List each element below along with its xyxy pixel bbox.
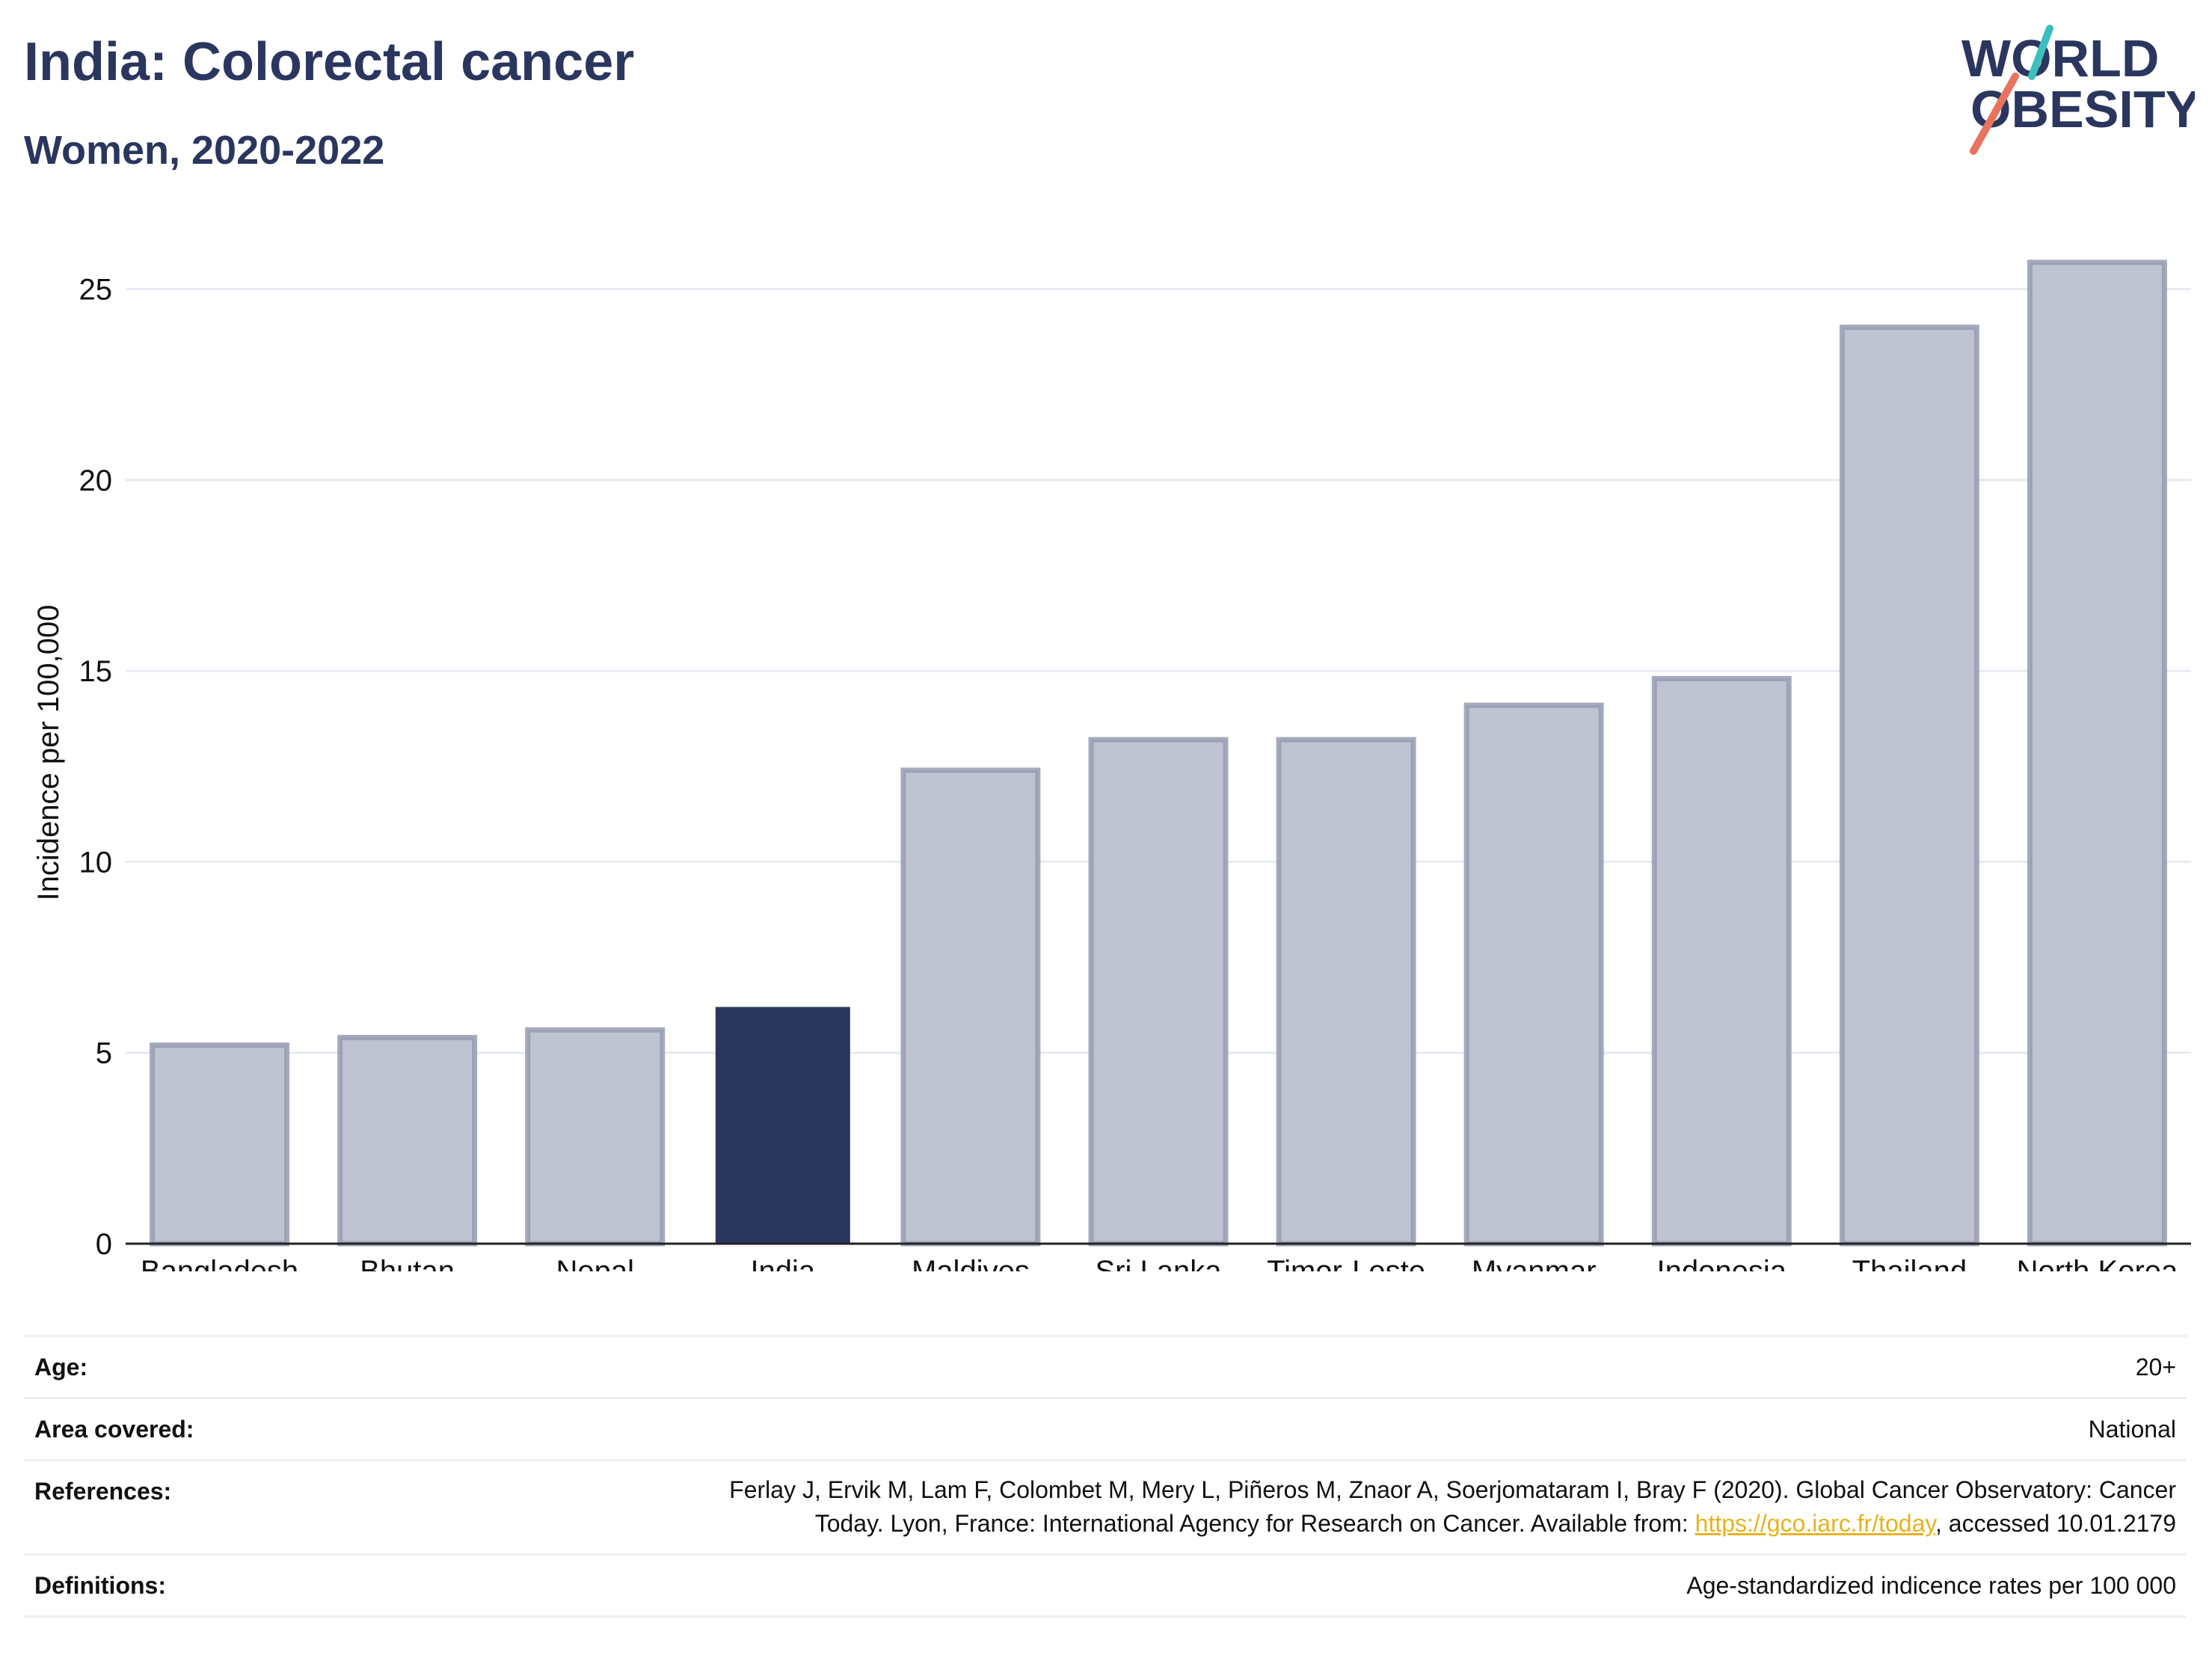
world-obesity-logo: WORLD OBESITY <box>1961 25 2195 155</box>
x-tick-label: Myanmar <box>1472 1255 1597 1271</box>
references-label: References: <box>34 1478 172 1505</box>
references-line2-post: , accessed 10.01.2179 <box>1935 1510 2176 1537</box>
references-line2: Today. Lyon, France: International Agenc… <box>729 1507 2176 1541</box>
bar-myanmar <box>1463 702 1604 1247</box>
y-tick-label: 20 <box>79 464 113 497</box>
x-tick-label: Bhutan <box>360 1255 455 1271</box>
bar-indonesia <box>1651 675 1792 1247</box>
y-tick-label: 0 <box>96 1228 112 1261</box>
logo-slash-teal <box>2028 25 2053 80</box>
references-line2-pre: Today. Lyon, France: International Agenc… <box>814 1510 1695 1537</box>
references-line1: Ferlay J, Ervik M, Lam F, Colombet M, Me… <box>729 1476 2176 1503</box>
bar-thailand <box>1839 325 1979 1247</box>
meta-row-definitions: Definitions: Age-standardized indicence … <box>24 1553 2187 1618</box>
y-tick-label: 15 <box>79 655 113 688</box>
x-tick-label: Timor-Leste <box>1267 1255 1425 1271</box>
x-tick-label: Bangladesh <box>141 1255 298 1271</box>
x-tick-label: Nepal <box>556 1255 634 1271</box>
bars-layer <box>150 260 2167 1247</box>
bar-maldives <box>900 767 1041 1247</box>
age-label: Age: <box>34 1354 88 1381</box>
metadata-table: Age: 20+ Area covered: National Referenc… <box>24 1335 2187 1618</box>
meta-row-age: Age: 20+ <box>24 1335 2187 1397</box>
bar-bhutan <box>337 1034 478 1247</box>
y-tick-label: 10 <box>79 846 113 879</box>
bar-nepal <box>525 1027 666 1247</box>
x-tick-label: Indonesia <box>1657 1255 1787 1271</box>
definitions-value: Age-standardized indicence rates per 100… <box>1686 1572 2176 1599</box>
definitions-label: Definitions: <box>34 1572 166 1599</box>
x-tick-label: Thailand <box>1852 1255 1967 1271</box>
references-value: Ferlay J, Ervik M, Lam F, Colombet M, Me… <box>729 1473 2176 1541</box>
bar-sri-lanka <box>1088 737 1229 1247</box>
logo-line-world: WORLD <box>1961 29 2159 87</box>
x-tick-label: Maldives <box>912 1255 1030 1271</box>
bar-north-korea <box>2027 260 2167 1247</box>
bar-india <box>715 1007 850 1244</box>
y-tick-label: 5 <box>96 1037 112 1070</box>
area-value: National <box>2088 1416 2176 1443</box>
area-label: Area covered: <box>34 1416 194 1443</box>
bar-timor-leste <box>1276 737 1416 1247</box>
bar-chart: 0 5 10 15 20 25 Bangladesh Bhutan Nepal India Mald… <box>32 260 2191 1271</box>
meta-row-references: References: Ferlay J, Ervik M, Lam F, Co… <box>24 1459 2187 1553</box>
axes-layer: 0 5 10 15 20 25 Bangladesh Bhutan Nepal India Mald… <box>79 274 2191 1271</box>
x-tick-label: Sri Lanka <box>1096 1255 1223 1271</box>
y-axis-label: Incidence per 100,000 <box>32 605 65 901</box>
logo-slash-coral <box>1970 73 2019 155</box>
x-tick-label: North Korea <box>2017 1255 2178 1271</box>
meta-row-area: Area covered: National <box>24 1397 2187 1459</box>
chart-subtitle: Women, 2020-2022 <box>24 128 385 173</box>
chart-title: India: Colorectal cancer <box>24 32 635 92</box>
bar-bangladesh <box>150 1043 290 1247</box>
y-tick-label: 25 <box>79 274 113 307</box>
x-tick-label: India <box>750 1255 815 1271</box>
references-link[interactable]: https://gco.iarc.fr/today <box>1695 1510 1935 1537</box>
age-value: 20+ <box>2135 1354 2176 1381</box>
